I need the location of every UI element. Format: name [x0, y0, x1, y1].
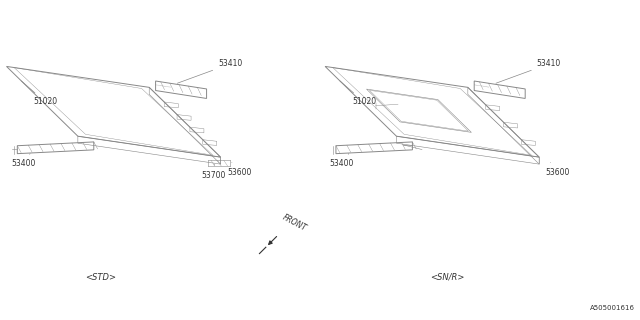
- Text: 53410: 53410: [496, 60, 561, 83]
- Text: 53600: 53600: [227, 163, 252, 177]
- Text: 53600: 53600: [545, 163, 570, 177]
- Text: 53410: 53410: [177, 60, 243, 83]
- Text: A505001616: A505001616: [591, 305, 636, 311]
- Text: 53400: 53400: [11, 154, 35, 168]
- Text: <STD>: <STD>: [84, 273, 116, 282]
- Text: 53700: 53700: [202, 164, 226, 180]
- Text: 51020: 51020: [340, 81, 376, 107]
- Text: <SN/R>: <SN/R>: [430, 273, 465, 282]
- Text: 51020: 51020: [21, 81, 58, 107]
- Text: 53400: 53400: [330, 154, 354, 168]
- Text: FRONT: FRONT: [280, 213, 308, 233]
